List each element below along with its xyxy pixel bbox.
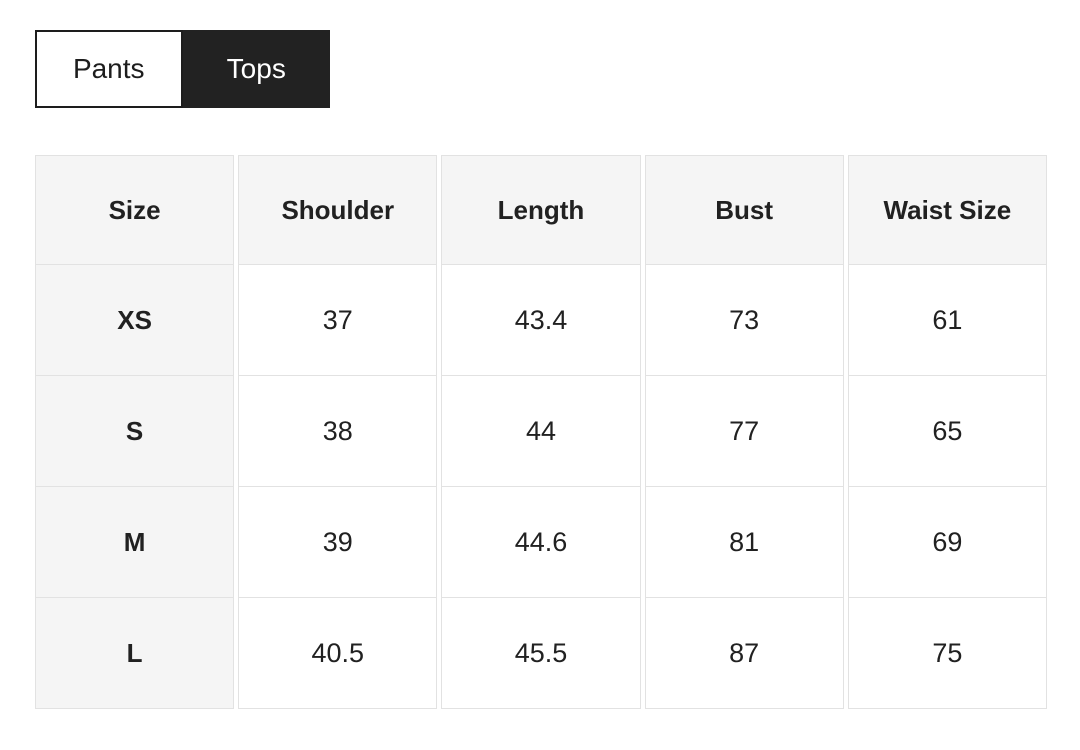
column-header-size: Size	[35, 155, 235, 265]
table-cell: 44.6	[441, 487, 641, 598]
tab-pants[interactable]: Pants	[35, 30, 183, 108]
table-row: XS 37 43.4 73 61	[35, 265, 1047, 376]
table-cell: 45.5	[441, 598, 641, 709]
table-row: L 40.5 45.5 87 75	[35, 598, 1047, 709]
column-header-length: Length	[441, 155, 641, 265]
table-cell: 73	[644, 265, 844, 376]
table-cell: 43.4	[441, 265, 641, 376]
table-cell: 37	[238, 265, 438, 376]
table-row: S 38 44 77 65	[35, 376, 1047, 487]
row-header-size-l: L	[35, 598, 235, 709]
column-header-bust: Bust	[644, 155, 844, 265]
table-cell: 61	[847, 265, 1047, 376]
row-header-size-m: M	[35, 487, 235, 598]
table-cell: 77	[644, 376, 844, 487]
table-cell: 69	[847, 487, 1047, 598]
tab-tops[interactable]: Tops	[182, 30, 330, 108]
column-header-waist-size: Waist Size	[847, 155, 1047, 265]
table-cell: 75	[847, 598, 1047, 709]
row-header-size-s: S	[35, 376, 235, 487]
table-cell: 38	[238, 376, 438, 487]
table-header-row: Size Shoulder Length Bust Waist Size	[35, 155, 1047, 265]
table-cell: 87	[644, 598, 844, 709]
size-chart-category-tabs: Pants Tops	[35, 30, 330, 108]
size-chart-table: Size Shoulder Length Bust Waist Size XS …	[31, 155, 1051, 709]
table-row: M 39 44.6 81 69	[35, 487, 1047, 598]
table-cell: 44	[441, 376, 641, 487]
row-header-size-xs: XS	[35, 265, 235, 376]
column-header-shoulder: Shoulder	[238, 155, 438, 265]
table-cell: 65	[847, 376, 1047, 487]
table-cell: 39	[238, 487, 438, 598]
table-cell: 81	[644, 487, 844, 598]
table-cell: 40.5	[238, 598, 438, 709]
